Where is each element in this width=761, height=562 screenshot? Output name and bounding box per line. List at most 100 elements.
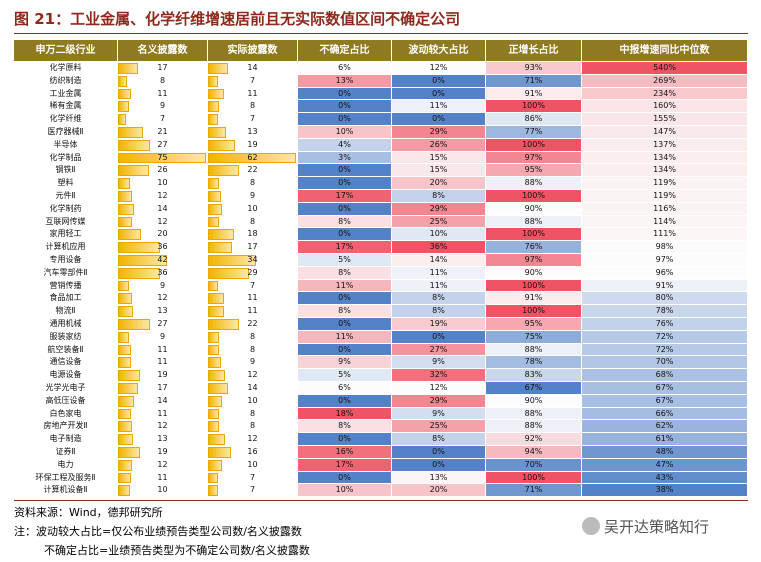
count-cell: 26 [118,164,207,177]
data-bar [208,447,231,458]
count-cell: 8 [208,331,297,344]
heat-cell: 29% [392,394,485,408]
heat-cell: 0% [392,446,485,459]
count-cell: 7 [208,472,297,485]
industry-cell: 物流Ⅱ [55,306,76,316]
cell-text: 17 [157,383,168,392]
data-bar [208,344,220,356]
count-cell: 8 [208,408,297,421]
data-bar [208,216,220,228]
heat-cell: 92% [486,433,581,446]
data-bar [118,139,150,151]
heat-cell: 80% [582,292,747,306]
heat-cell: 540% [582,62,747,75]
cell-text: 10 [247,203,258,213]
data-bar [208,255,257,266]
heat-cell: 0% [392,87,485,101]
heat-cell: 96% [582,266,747,280]
data-bar [208,63,228,74]
count-cell: 11 [118,472,207,485]
data-bar [208,267,250,279]
heat-cell: 0% [298,394,391,408]
cell-text: 11 [247,293,258,303]
cell-text: 19 [157,370,168,380]
industry-cell: 纺织制造 [49,75,82,85]
source: 资料来源：Wind，德邦研究所 [14,506,163,519]
heat-cell: 13% [298,74,391,88]
cell-text: 12 [157,459,168,469]
cell-text: 14 [157,395,168,405]
cell-text: 8 [249,101,256,111]
heat-cell: 19% [392,318,485,331]
cell-text: 13 [157,434,168,444]
data-bar [208,319,240,330]
heat-cell: 9% [392,356,485,370]
industry-cell: 工业金属 [49,88,82,98]
heat-cell: 134% [582,151,747,165]
cell-text: 8 [249,421,256,431]
cell-text: 8 [249,331,256,341]
count-cell: 19 [208,139,297,152]
industry-cell: 通用机械 [49,319,82,328]
heat-cell: 38% [582,484,747,498]
heat-cell: 0% [298,471,391,485]
cell-text: 20 [157,229,168,239]
heat-cell: 70% [582,356,747,370]
industry-cell: 稀有金属 [49,101,82,111]
heat-cell: 0% [298,202,391,216]
heat-cell: 0% [392,330,485,344]
heat-cell: 48% [582,446,747,459]
count-cell: 9 [118,331,207,344]
cell-text: 10 [157,485,168,495]
data-bar [208,434,226,445]
count-cell: 20 [118,228,207,241]
industry-cell: 钢铁Ⅱ [55,165,76,175]
heat-cell: 11% [392,279,485,293]
industry-cell: 医疗器械Ⅱ [47,127,84,136]
heat-cell: 119% [582,177,747,190]
heat-cell: 160% [582,100,747,114]
watermark-icon [582,517,600,535]
count-cell: 11 [208,305,297,318]
industry-cell: 化学纤维 [49,114,82,124]
heat-cell: 97% [486,151,581,165]
data-bar [208,293,224,305]
heat-cell: 6% [298,382,391,395]
count-cell: 9 [208,190,297,203]
data-bar [208,306,224,317]
cell-text: 34 [247,255,258,264]
count-cell: 36 [118,241,207,254]
heat-cell: 76% [582,318,747,331]
heat-cell: 90% [486,394,581,408]
count-cell: 8 [208,420,297,433]
heat-cell: 47% [582,458,747,472]
heat-cell: 72% [582,330,747,344]
heat-cell: 6% [298,62,391,75]
cell-text: 26 [157,165,168,175]
cell-text: 22 [247,165,258,175]
count-cell: 8 [208,344,297,357]
heat-cell: 8% [298,305,391,318]
heat-cell: 100% [486,100,581,114]
heat-cell: 91% [582,279,747,293]
data-bar [208,408,220,420]
count-cell: 14 [208,382,297,395]
heat-cell: 36% [392,241,485,254]
heat-cell: 3% [298,151,391,165]
cell-text: 8 [249,178,256,188]
heat-cell: 234% [582,87,747,101]
data-bar [208,114,218,125]
data-bar [118,383,138,394]
cell-text: 14 [247,63,258,72]
heat-cell: 8% [298,215,391,229]
data-bar [208,229,234,241]
title-rule [14,33,748,34]
heat-cell: 16% [298,446,391,459]
count-cell: 19 [118,369,207,382]
heat-cell: 67% [582,382,747,395]
cell-text: 62 [247,152,258,162]
industry-cell: 环保工程及服务Ⅱ [35,472,96,482]
count-cell: 10 [208,459,297,472]
data-bar [118,191,133,202]
